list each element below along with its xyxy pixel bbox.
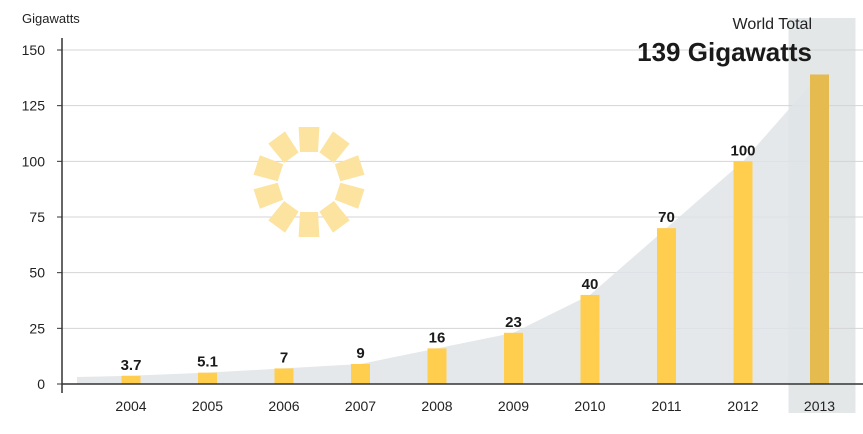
growth-area <box>77 74 820 384</box>
bar <box>274 368 294 384</box>
data-label: 70 <box>658 209 675 226</box>
sun-ray <box>319 201 350 233</box>
data-label: 100 <box>730 142 755 159</box>
highlight-label-top: World Total <box>732 16 812 33</box>
bar <box>198 372 217 384</box>
y-tick-label: 125 <box>22 98 46 114</box>
x-tick-label: 2013 <box>804 398 835 414</box>
x-tick-label: 2005 <box>192 398 223 414</box>
data-label: 7 <box>280 349 288 366</box>
bar <box>121 375 141 384</box>
x-tick-label: 2006 <box>268 398 299 414</box>
y-tick-label: 50 <box>29 265 45 281</box>
x-tick-label: 2012 <box>727 398 758 414</box>
data-label: 40 <box>582 276 599 293</box>
data-label: 23 <box>505 314 522 331</box>
sun-ray <box>253 182 284 209</box>
highlight-label-value: 139 Gigawatts <box>637 37 812 67</box>
x-tick-label: 2009 <box>498 398 529 414</box>
data-label: 9 <box>356 345 364 362</box>
sun-ray <box>268 131 299 163</box>
data-label: 3.7 <box>121 357 142 374</box>
sun-ray <box>334 182 365 209</box>
y-tick-label: 100 <box>22 153 46 169</box>
sun-icon <box>253 127 365 237</box>
x-tick-label: 2008 <box>421 398 452 414</box>
y-tick-label: 150 <box>22 42 46 58</box>
y-tick-label: 0 <box>37 376 45 392</box>
bar <box>504 332 523 384</box>
sun-ray <box>268 201 299 233</box>
sun-ray <box>319 131 350 163</box>
y-axis-label: Gigawatts <box>22 11 80 26</box>
bar <box>810 74 829 384</box>
bar <box>427 348 447 384</box>
bar <box>657 228 676 384</box>
sun-ray <box>298 127 320 152</box>
bar <box>580 294 600 384</box>
x-tick-label: 2010 <box>574 398 605 414</box>
x-tick-label: 2011 <box>651 398 681 414</box>
y-tick-label: 25 <box>29 320 45 336</box>
x-tick-label: 2007 <box>345 398 376 414</box>
y-tick-label: 75 <box>29 209 45 225</box>
sun-ray <box>334 155 365 182</box>
sun-ray <box>253 155 284 182</box>
data-label: 5.1 <box>197 354 218 371</box>
sun-ray <box>298 212 320 237</box>
bar <box>733 161 753 384</box>
data-label: 16 <box>429 329 446 346</box>
bar <box>351 363 370 384</box>
x-tick-label: 2004 <box>115 398 146 414</box>
